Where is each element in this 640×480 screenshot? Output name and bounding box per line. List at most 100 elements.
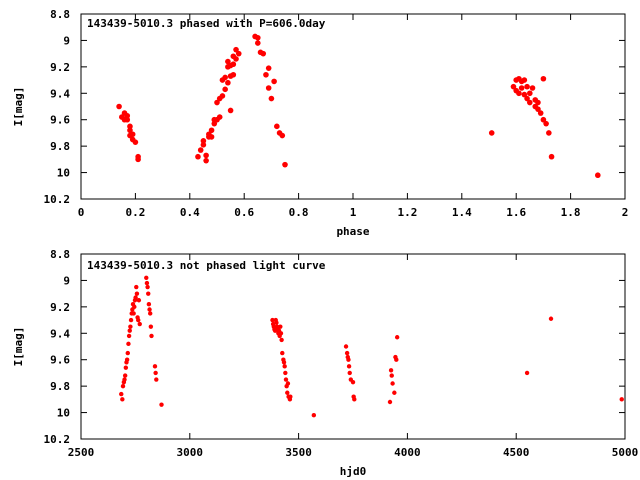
data-point (392, 390, 397, 395)
data-point (195, 153, 201, 160)
data-point (147, 307, 152, 312)
data-point (619, 397, 624, 402)
data-point (282, 364, 287, 369)
x-tick-label: 0 (78, 206, 85, 219)
data-point (548, 316, 554, 321)
data-point (394, 357, 399, 362)
y-tick-label: 8.8 (50, 248, 70, 261)
data-point (149, 333, 154, 339)
data-point (120, 397, 125, 402)
y-tick-label: 9.6 (50, 354, 70, 367)
x-tick-label: 4000 (394, 446, 421, 459)
data-point (136, 317, 141, 323)
x-tick-label: 3500 (285, 446, 312, 459)
data-point (235, 50, 242, 57)
data-point (521, 91, 528, 98)
data-point (200, 138, 207, 144)
data-point (260, 50, 267, 57)
data-point (159, 402, 164, 407)
x-tick-label: 3000 (177, 446, 204, 459)
data-point (268, 95, 275, 102)
data-point (145, 284, 150, 290)
data-point (225, 79, 231, 86)
data-point (233, 56, 239, 62)
data-point (135, 156, 141, 163)
data-point (546, 130, 552, 136)
data-point (203, 157, 209, 164)
x-axis-label: hjd0 (340, 465, 367, 478)
data-point (537, 110, 544, 116)
data-point (263, 71, 269, 78)
data-point (203, 152, 209, 159)
data-point (254, 40, 261, 46)
data-point (283, 370, 288, 376)
data-point (116, 103, 122, 110)
data-point (214, 99, 220, 106)
data-point (279, 337, 284, 343)
data-point (119, 391, 124, 397)
data-point (346, 364, 352, 369)
data-point (343, 344, 349, 349)
data-point (548, 153, 555, 160)
data-point (225, 58, 231, 65)
x-tick-label: 2500 (68, 446, 95, 459)
data-point (211, 120, 218, 127)
data-point (125, 350, 130, 356)
y-tick-label: 9.6 (50, 114, 70, 127)
data-point (346, 357, 351, 362)
y-tick-label: 9.4 (50, 87, 70, 100)
data-point (122, 373, 128, 378)
data-point (288, 394, 293, 399)
data-point (152, 364, 158, 369)
y-tick-label: 10.2 (44, 433, 71, 446)
y-tick-label: 10 (57, 167, 70, 180)
data-point (222, 86, 228, 93)
data-point (200, 142, 207, 148)
y-tick-label: 10.2 (44, 193, 71, 206)
data-point (144, 275, 149, 280)
data-point (394, 335, 400, 340)
data-point (216, 114, 223, 120)
data-point (282, 161, 288, 168)
data-point (389, 373, 394, 378)
data-point (278, 331, 284, 336)
data-point (132, 139, 139, 145)
data-point (254, 34, 261, 41)
data-point (516, 90, 522, 97)
chart-title: 143439-5010.3 phased with P=606.0day (87, 17, 326, 30)
y-tick-label: 10 (57, 407, 70, 420)
data-point (270, 317, 275, 323)
y-tick-label: 9.2 (50, 301, 70, 314)
data-point (127, 127, 133, 134)
data-point (137, 321, 142, 327)
y-tick-label: 9.4 (50, 327, 70, 340)
data-point (127, 328, 132, 333)
x-tick-label: 4500 (503, 446, 530, 459)
data-point (265, 85, 272, 91)
y-axis-label: I[mag] (12, 327, 25, 367)
x-tick-label: 1 (350, 206, 357, 219)
data-point (134, 284, 139, 290)
y-tick-label: 9.8 (50, 380, 70, 393)
data-point (274, 123, 280, 130)
x-tick-label: 2 (622, 206, 629, 219)
data-point (285, 381, 291, 386)
x-axis-label: phase (336, 225, 369, 238)
data-point (524, 83, 530, 90)
data-point (132, 304, 137, 310)
data-point (535, 99, 541, 106)
data-point (124, 357, 130, 362)
data-point (208, 134, 215, 140)
data-point (208, 127, 215, 134)
data-point (153, 370, 158, 376)
data-point (271, 78, 277, 85)
y-tick-label: 9 (63, 34, 70, 47)
data-point (344, 350, 350, 356)
data-point (347, 370, 352, 376)
data-point (126, 333, 132, 339)
data-point (518, 85, 525, 91)
data-point (352, 397, 357, 402)
data-point (540, 116, 547, 123)
